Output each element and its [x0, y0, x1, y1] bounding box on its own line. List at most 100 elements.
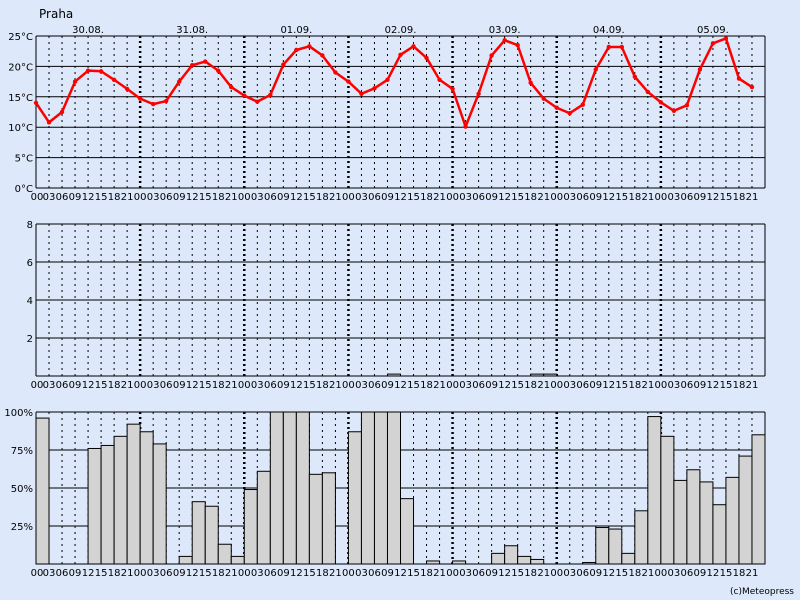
temperature-point — [606, 44, 611, 50]
x-tick-label: 06 — [160, 568, 173, 579]
cloudiness-bar — [452, 560, 467, 565]
day-label: 01.09. — [280, 25, 312, 36]
x-tick-label: 15 — [303, 380, 316, 391]
x-tick-label: 09 — [485, 568, 498, 579]
temperature-point — [190, 62, 195, 68]
temperature-point — [723, 36, 729, 41]
x-tick-label: 06 — [160, 192, 173, 203]
x-tick-label: 00 — [550, 568, 563, 579]
x-tick-label: 12 — [82, 568, 95, 579]
x-tick-label: 15 — [199, 568, 212, 579]
temperature-point — [580, 102, 585, 107]
x-tick-label: 18 — [316, 568, 329, 579]
x-tick-label: 09 — [173, 568, 186, 579]
x-tick-label: 21 — [641, 380, 654, 391]
x-tick-label: 18 — [108, 192, 121, 203]
cloudiness-bar — [126, 423, 141, 565]
temperature-point — [33, 100, 39, 106]
y-tick-label: 75% — [11, 446, 33, 457]
x-tick-label: 03 — [563, 568, 576, 579]
x-tick-label: 09 — [694, 568, 707, 579]
x-tick-label: 09 — [694, 192, 707, 203]
precipitation-bar — [543, 373, 558, 377]
x-tick-label: 12 — [498, 568, 511, 579]
x-tick-label: 09 — [694, 380, 707, 391]
cloudiness-bar — [582, 561, 597, 565]
y-tick-label: 50% — [11, 484, 33, 495]
x-tick-label: 12 — [602, 380, 615, 391]
temperature-point — [372, 86, 377, 91]
temperature-point — [476, 91, 481, 96]
temperature-point — [437, 77, 442, 82]
x-tick-label: 12 — [498, 380, 511, 391]
cloudiness-bar — [426, 560, 441, 565]
x-tick-label: 06 — [576, 192, 589, 203]
x-tick-label: 09 — [381, 568, 394, 579]
temperature-point — [359, 91, 364, 96]
x-tick-label: 06 — [160, 380, 173, 391]
x-tick-label: 18 — [212, 380, 225, 391]
y-tick-label: 0°C — [15, 184, 33, 195]
x-tick-label: 21 — [329, 192, 342, 203]
y-tick-label: 2 — [27, 334, 33, 345]
x-tick-label: 03 — [668, 192, 681, 203]
x-tick-label: 00 — [654, 568, 667, 579]
cloudiness-bar — [256, 470, 271, 565]
cloudiness-bar — [725, 476, 740, 565]
x-tick-label: 00 — [238, 380, 251, 391]
x-tick-label: 09 — [277, 380, 290, 391]
cloudiness-bar — [686, 469, 701, 565]
x-tick-label: 15 — [615, 380, 628, 391]
x-tick-label: 00 — [31, 380, 44, 391]
x-tick-label: 21 — [746, 380, 759, 391]
x-tick-label: 00 — [31, 568, 44, 579]
x-tick-label: 00 — [550, 192, 563, 203]
cloudiness-bar — [400, 498, 415, 565]
x-tick-label: 21 — [329, 568, 342, 579]
cloudiness-bar — [204, 505, 219, 565]
cloudiness-bar — [595, 527, 610, 565]
x-tick-label: 00 — [134, 380, 147, 391]
temperature-point — [124, 86, 130, 92]
x-tick-label: 06 — [472, 192, 485, 203]
x-tick-label: 12 — [186, 192, 199, 203]
cloudiness-bar — [295, 411, 310, 565]
temperature-point — [268, 92, 273, 98]
x-tick-label: 15 — [720, 568, 733, 579]
cloudiness-bar — [608, 528, 623, 565]
x-tick-label: 06 — [681, 192, 694, 203]
x-tick-label: 21 — [225, 192, 238, 203]
temperature-point — [85, 68, 91, 73]
x-tick-label: 03 — [251, 380, 264, 391]
x-tick-label: 15 — [511, 568, 524, 579]
cloudiness-bar — [35, 417, 50, 565]
x-tick-label: 15 — [511, 192, 524, 203]
y-tick-label: 10°C — [8, 123, 33, 134]
cloudiness-bar — [504, 545, 519, 565]
x-tick-label: 00 — [238, 192, 251, 203]
temperature-point — [489, 53, 494, 58]
temperature-line — [34, 37, 753, 128]
temperature-point — [385, 77, 390, 82]
x-tick-label: 03 — [251, 192, 264, 203]
x-tick-label: 00 — [342, 568, 355, 579]
temperature-point — [307, 44, 312, 49]
x-tick-label: 12 — [707, 192, 720, 203]
x-tick-label: 21 — [746, 568, 759, 579]
x-tick-label: 21 — [537, 568, 550, 579]
x-tick-label: 06 — [264, 380, 277, 391]
temperature-point — [749, 84, 755, 90]
temperature-point — [619, 44, 625, 50]
y-tick-label: 25°C — [8, 32, 33, 43]
x-tick-label: 21 — [225, 380, 238, 391]
x-tick-label: 18 — [524, 568, 537, 579]
x-tick-label: 06 — [368, 568, 381, 579]
x-tick-label: 00 — [446, 192, 459, 203]
temperature-point — [320, 53, 325, 58]
y-tick-label: 25% — [11, 522, 33, 533]
y-tick-label: 6 — [27, 258, 33, 269]
x-tick-label: 12 — [290, 380, 303, 391]
x-tick-label: 18 — [108, 380, 121, 391]
day-label: 30.08. — [72, 25, 104, 36]
x-tick-label: 06 — [368, 380, 381, 391]
